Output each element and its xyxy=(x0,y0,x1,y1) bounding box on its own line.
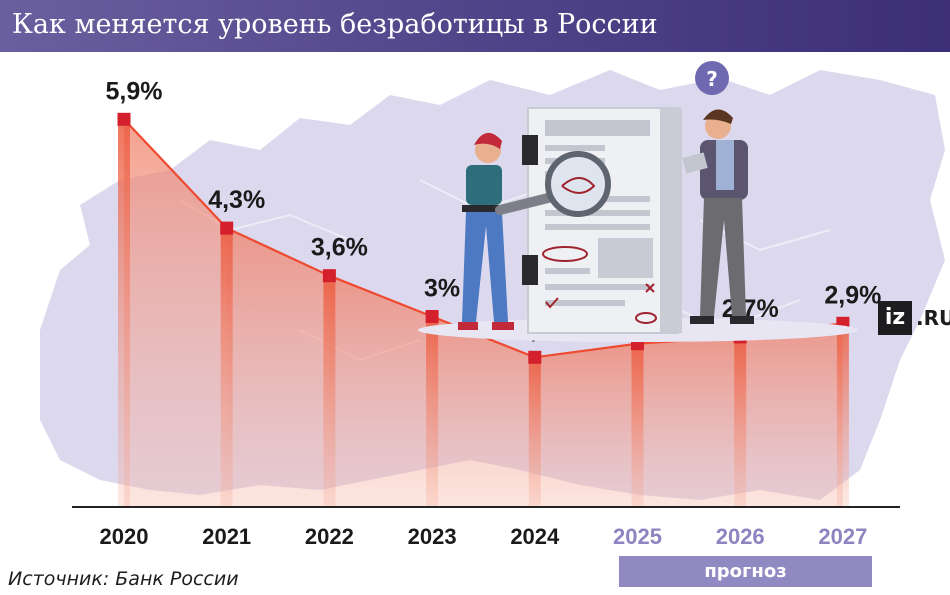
document-icon xyxy=(522,107,682,334)
x-tick-label: 2023 xyxy=(408,524,457,549)
woman-with-magnifier-icon xyxy=(458,132,611,330)
drop-bar xyxy=(426,316,439,507)
value-label: 3,6% xyxy=(311,234,368,262)
area-layer xyxy=(124,119,843,508)
drop-bar xyxy=(528,357,541,507)
source-note: Источник: Банк России xyxy=(8,568,239,590)
area-segment xyxy=(124,119,227,508)
drop-bar xyxy=(734,336,747,507)
x-tick-label: 2020 xyxy=(100,524,149,549)
area-segment xyxy=(637,336,741,507)
drop-bar xyxy=(836,323,849,507)
drop-bar xyxy=(220,228,233,507)
title-bar: Как меняется уровень безработицы в Росси… xyxy=(0,0,950,52)
value-label: 5,9% xyxy=(106,77,163,105)
page-title: Как меняется уровень безработицы в Росси… xyxy=(12,9,658,40)
x-tick-label: 2022 xyxy=(305,524,354,549)
drop-bar xyxy=(323,275,336,507)
x-tick-labels-layer: 2020 2021 2022 2023 2024 2025 2026 2027 xyxy=(100,524,868,549)
data-point xyxy=(322,269,336,283)
logo-iz: iz xyxy=(878,301,912,335)
forecast-band: прогноз xyxy=(619,556,872,587)
x-tick-label: 2024 xyxy=(510,524,560,549)
data-point xyxy=(528,350,542,364)
data-point xyxy=(220,221,234,235)
area-segment xyxy=(534,343,638,507)
question-bubble xyxy=(695,61,729,95)
data-point xyxy=(117,112,131,126)
value-label: 2,9% xyxy=(824,281,881,309)
x-tick-label: 2021 xyxy=(202,524,251,549)
x-tick-label: 2025 xyxy=(613,524,662,549)
area-segment xyxy=(329,275,433,507)
area-segment xyxy=(432,316,535,507)
x-tick-label: 2027 xyxy=(818,524,867,549)
iz-ru-logo: iz .RU xyxy=(878,301,950,335)
x-tick-label: 2026 xyxy=(716,524,765,549)
drop-bars-layer xyxy=(118,119,849,508)
data-point xyxy=(425,310,439,323)
question-mark: ? xyxy=(706,67,718,91)
man-with-tablet-icon: ? xyxy=(682,61,754,324)
drop-bar xyxy=(118,119,130,508)
illustration: ? xyxy=(418,61,858,342)
area-segment xyxy=(226,228,330,507)
logo-ru: .RU xyxy=(916,306,950,330)
value-label: 3% xyxy=(424,275,460,303)
drop-bar xyxy=(631,343,644,507)
value-label: 4,3% xyxy=(208,186,265,214)
area-segment xyxy=(740,323,843,507)
forecast-label: прогноз xyxy=(704,561,787,582)
